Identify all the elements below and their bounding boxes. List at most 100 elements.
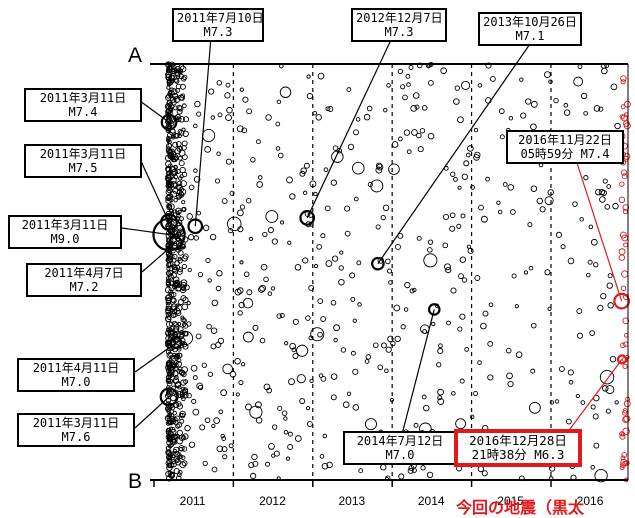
annotation-magnitude: 21時38分 M6.3 — [471, 447, 565, 462]
earthquake-dot — [225, 114, 232, 122]
earthquake-dot — [505, 347, 512, 354]
x-tick-label: 2013 — [338, 494, 366, 508]
earthquake-dot — [206, 323, 212, 330]
earthquake-dot — [593, 262, 599, 268]
earthquake-dot — [339, 250, 344, 255]
earthquake-dot — [239, 260, 244, 265]
earthquake-dot — [358, 468, 364, 474]
earthquake-dot — [277, 152, 284, 159]
earthquake-dot — [216, 445, 224, 453]
leader-line — [139, 100, 170, 123]
earthquake-dot — [590, 238, 598, 246]
earthquake-dot — [183, 284, 190, 291]
aftershock-dot — [168, 289, 173, 295]
aftershock-dot — [180, 455, 186, 460]
earthquake-dot — [438, 343, 443, 349]
earthquake-dot — [267, 227, 274, 234]
earthquake-dot — [453, 177, 458, 182]
earthquake-dot — [488, 302, 494, 308]
earthquake-dot — [310, 327, 325, 342]
aftershock-dot — [172, 241, 178, 246]
aftershock-dot — [176, 403, 183, 410]
aftershock-dot — [168, 292, 175, 298]
earthquake-dot — [236, 125, 244, 133]
earthquake-dot — [186, 392, 192, 399]
earthquake-dot — [499, 134, 505, 140]
aftershock-dot — [178, 160, 185, 167]
earthquake-dot — [530, 368, 536, 374]
earthquake-dot — [266, 387, 273, 394]
aftershock-dot — [172, 416, 178, 422]
caption-text: 今回の地震（黒太 — [456, 498, 585, 517]
earthquake-dot — [387, 335, 394, 343]
aftershock-dot — [165, 316, 172, 323]
earthquake-dot — [375, 166, 383, 174]
earthquake-dot — [213, 417, 220, 424]
major-earthquake-circle — [187, 218, 204, 235]
aftershock-dot — [174, 381, 181, 389]
aftershock-dot — [169, 104, 175, 109]
earthquake-dot — [245, 198, 252, 204]
aftershock-dot — [172, 449, 178, 454]
aftershock-dot — [165, 197, 172, 204]
earthquake-dot — [380, 464, 387, 471]
earthquake-dot — [602, 385, 609, 392]
earthquake-dot — [228, 443, 234, 449]
earthquake-dot — [242, 297, 254, 309]
aftershock-dot — [170, 79, 175, 84]
earthquake-dot — [580, 400, 586, 405]
earthquake-dot — [451, 391, 456, 396]
aftershock-dot — [180, 279, 188, 286]
earthquake-dot — [600, 189, 607, 196]
earthquake-dot — [306, 74, 311, 79]
earthquake-dot — [560, 244, 566, 250]
earthquake-dot — [271, 238, 278, 245]
aftershock-dot — [176, 401, 182, 407]
major-earthquake-circle — [616, 354, 628, 365]
aftershock-dot — [171, 168, 178, 176]
earthquake-dot — [317, 72, 325, 80]
aftershock-dot — [179, 412, 186, 419]
earthquake-dot — [238, 379, 244, 386]
earthquake-dot — [530, 322, 537, 329]
aftershock-dot — [181, 207, 186, 212]
earthquake-dot — [204, 146, 212, 153]
earthquake-dot — [391, 141, 399, 148]
recent-earthquake-dot — [622, 204, 630, 211]
aftershock-dot — [165, 470, 172, 478]
earthquake-dot — [497, 209, 503, 215]
recent-earthquake-dot — [620, 169, 628, 176]
aftershock-dot — [177, 469, 183, 475]
annotation-2011-04-11: 2011年4月11日 M7.0 — [17, 358, 135, 392]
aftershock-dot — [181, 386, 186, 391]
earthquake-dot — [478, 204, 484, 211]
annotation-date: 2011年4月11日 — [32, 361, 120, 375]
aftershock-dot — [173, 325, 180, 332]
earthquake-dot — [459, 378, 465, 384]
earthquake-dot — [563, 102, 569, 108]
earthquake-dot — [259, 284, 267, 292]
end-label-bottom: B — [128, 470, 143, 493]
aftershock-dot — [177, 105, 184, 112]
earthquake-dot — [412, 92, 420, 99]
aftershock-dot — [167, 443, 173, 449]
earthquake-dot — [473, 154, 480, 161]
earthquake-dot — [547, 306, 552, 311]
x-tick-label: 2011 — [179, 494, 206, 508]
earthquake-dot — [449, 225, 456, 232]
earthquake-dot — [273, 450, 280, 457]
earthquake-dot — [197, 384, 204, 391]
earthquake-dot — [572, 201, 578, 207]
earthquake-dot — [397, 68, 403, 74]
earthquake-dot — [446, 320, 451, 326]
aftershock-dot — [176, 285, 182, 292]
recent-earthquake-dot — [620, 431, 626, 437]
major-earthquake-circle — [371, 256, 385, 271]
earthquake-dot — [207, 371, 214, 377]
earthquake-dot — [489, 75, 496, 82]
earthquake-dot — [279, 313, 285, 319]
earthquake-dot — [456, 223, 462, 229]
earthquake-dot — [215, 285, 222, 292]
earthquake-dot — [579, 217, 584, 222]
aftershock-dot — [172, 93, 179, 99]
